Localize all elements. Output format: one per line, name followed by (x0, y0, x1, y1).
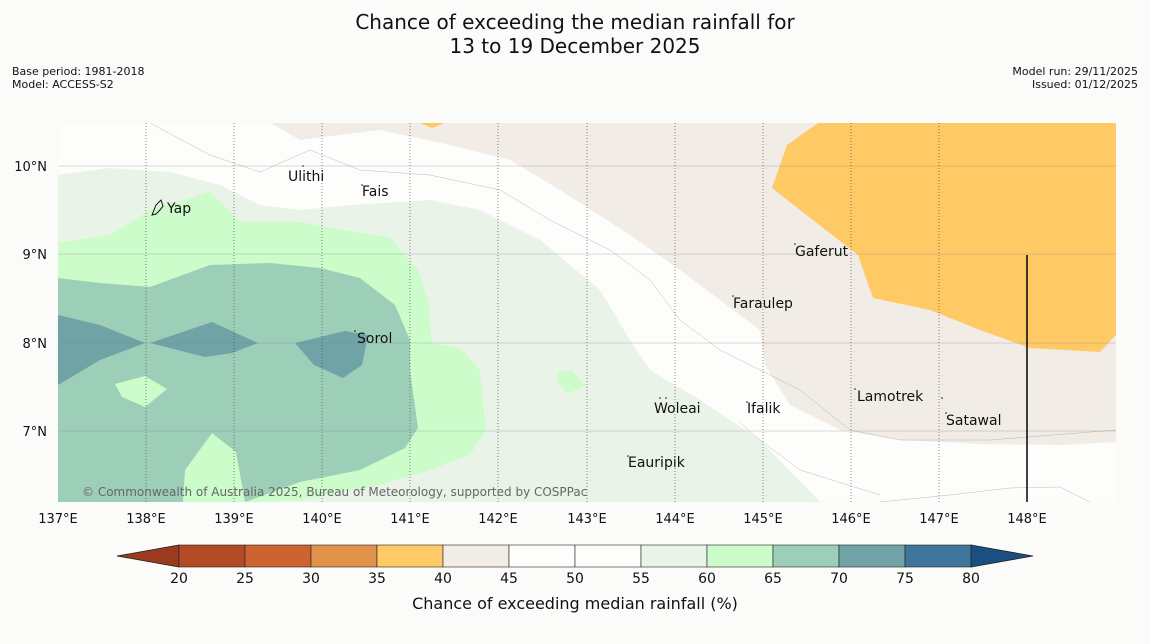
place-sorol: Sorol (357, 331, 392, 347)
colorbar-tick-label: 55 (632, 571, 650, 587)
colorbar-high-extension (970, 544, 1034, 568)
place-ulithi: Ulithi (288, 169, 324, 185)
lon-tick-label: 144°E (655, 512, 695, 527)
colorbar-bin (574, 544, 642, 568)
lon-tick-label: 148°E (1007, 512, 1047, 527)
colorbar-tick-label: 40 (434, 571, 452, 587)
place-gaferut: Gaferut (795, 244, 849, 260)
colorbar-bin (772, 544, 840, 568)
region-35-40-blip (420, 123, 445, 128)
colorbar-bin (838, 544, 906, 568)
contour-line (879, 486, 1091, 502)
lon-tick-label: 140°E (302, 512, 342, 527)
meta-left: Base period: 1981-2018 Model: ACCESS-S2 (12, 65, 144, 91)
colorbar-tick-label: 20 (170, 571, 188, 587)
place-eauripik: Eauripik (628, 455, 686, 471)
colorbar-bin (508, 544, 576, 568)
region-65-70-mid (150, 322, 258, 357)
colorbar-bin (640, 544, 708, 568)
lon-tick-label: 138°E (126, 512, 166, 527)
copyright-notice: © Commonwealth of Australia 2025, Bureau… (82, 485, 587, 499)
colorbar-low-extension (116, 544, 180, 568)
lat-tick-label: 7°N (23, 425, 48, 440)
colorbar-bin (310, 544, 378, 568)
meta-right: Model run: 29/11/2025 Issued: 01/12/2025 (1012, 65, 1138, 91)
yap-island-outline (151, 199, 164, 216)
lon-tick-label: 143°E (567, 512, 607, 527)
lat-tick-label: 8°N (23, 337, 48, 352)
region-35-40-east (772, 123, 1116, 352)
colorbar-tick-label: 25 (236, 571, 254, 587)
lon-gridlines (145, 123, 940, 502)
colorbar-tick-label: 50 (566, 571, 584, 587)
chart-title-line2: 13 to 19 December 2025 (449, 34, 701, 58)
colorbar-bin (706, 544, 774, 568)
lat-tick-label: 9°N (23, 248, 48, 263)
lon-tick-label: 137°E (38, 512, 78, 527)
colorbar-tick-label: 35 (368, 571, 386, 587)
model-run: Model run: 29/11/2025 (1012, 65, 1138, 78)
region-55-60-pocket-west (115, 376, 167, 407)
contour-line (739, 422, 881, 496)
region-60-65 (58, 263, 418, 502)
region-55-60-pocket-south (183, 433, 245, 502)
place-faraulep: Faraulep (733, 296, 793, 312)
base-period: Base period: 1981-2018 (12, 65, 145, 78)
colorbar-tick-label: 60 (698, 571, 716, 587)
contour-line (149, 123, 1116, 441)
lon-tick-label: 147°E (919, 512, 959, 527)
colorbar-tick-label: 65 (764, 571, 782, 587)
place-woleai: Woleai (654, 401, 701, 417)
map-area: Yap Ulithi Fais Sorol Gaferut Faraulep W… (58, 123, 1116, 502)
colorbar-tick-label: 70 (830, 571, 848, 587)
lon-tick-label: 142°E (478, 512, 518, 527)
colorbar-label: Chance of exceeding median rainfall (%) (412, 594, 738, 613)
lon-axis: 137°E 138°E 139°E 140°E 141°E 142°E 143°… (38, 512, 1047, 527)
region-65-70-west (58, 315, 145, 385)
colorbar-bin (904, 544, 972, 568)
issued-date: Issued: 01/12/2025 (1031, 78, 1138, 91)
lon-tick-label: 141°E (390, 512, 430, 527)
colorbar-bin (178, 544, 246, 568)
lon-tick-label: 139°E (214, 512, 254, 527)
colorbar-tick-label: 75 (896, 571, 914, 587)
colorbar-bin (442, 544, 510, 568)
colorbar-tick-label: 30 (302, 571, 320, 587)
island-markers (302, 165, 947, 457)
colorbar-tick-label: 45 (500, 571, 518, 587)
place-lamotrek: Lamotrek (857, 389, 924, 405)
place-fais: Fais (362, 184, 389, 200)
place-satawal: Satawal (946, 413, 1001, 429)
chart-title-line1: Chance of exceeding the median rainfall … (355, 10, 795, 34)
place-yap: Yap (166, 201, 191, 217)
lat-axis: 10°N 9°N 8°N 7°N (14, 160, 47, 440)
lon-tick-label: 145°E (743, 512, 783, 527)
colorbar-tick-label: 80 (962, 571, 980, 587)
region-55-60-islet (558, 370, 586, 393)
lat-tick-label: 10°N (14, 160, 47, 175)
colorbar-bin (376, 544, 444, 568)
colorbar-bin (244, 544, 312, 568)
lon-tick-label: 146°E (831, 512, 871, 527)
place-ifalik: Ifalik (747, 401, 781, 417)
model-name: Model: ACCESS-S2 (12, 78, 114, 91)
colorbar: 20 25 30 35 40 45 50 55 60 65 70 75 80 (116, 544, 1034, 587)
